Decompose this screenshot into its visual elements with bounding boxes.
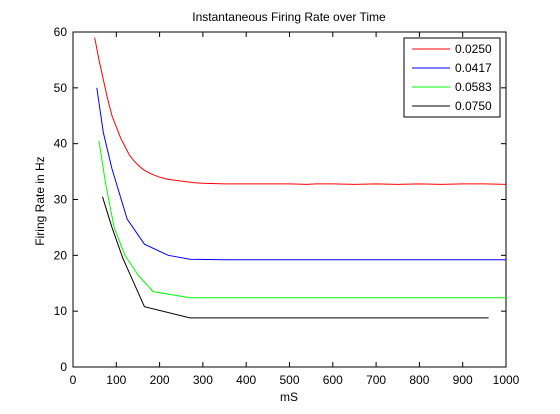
legend-label: 0.0583 — [455, 80, 492, 94]
y-tick-label: 60 — [54, 25, 68, 39]
x-tick-label: 0 — [70, 373, 77, 387]
y-tick-label: 20 — [54, 248, 68, 262]
y-axis-label: Firing Rate in Hz — [33, 156, 47, 245]
series-lines — [94, 37, 507, 319]
legend-label: 0.0417 — [455, 61, 492, 75]
y-tick-label: 40 — [54, 137, 68, 151]
chart-title: Instantaneous Firing Rate over Time — [192, 10, 386, 24]
x-axis-ticks: 0 100 200 300 400 500 600 700 800 900 1000 — [70, 32, 520, 387]
legend-box — [403, 37, 501, 118]
x-tick-label: 200 — [150, 373, 170, 387]
y-tick-label: 0 — [60, 360, 67, 374]
legend-label: 0.0250 — [455, 42, 492, 56]
series-line-0.0750 — [101, 196, 489, 319]
x-tick-label: 600 — [323, 373, 343, 387]
legend: 0.0250 0.0417 0.0583 0.0750 — [403, 37, 501, 118]
x-tick-label: 500 — [279, 373, 299, 387]
legend-label: 0.0750 — [455, 99, 492, 113]
x-axis-label: mS — [280, 390, 298, 404]
series-line-0.0417 — [96, 87, 506, 261]
series-line-0.0250 — [94, 37, 507, 185]
x-tick-label: 400 — [236, 373, 256, 387]
y-tick-label: 30 — [54, 193, 68, 207]
x-tick-label: 800 — [409, 373, 429, 387]
x-tick-label: 1000 — [493, 373, 520, 387]
y-axis-ticks: 0 10 20 30 40 50 60 — [54, 25, 506, 374]
x-tick-label: 100 — [106, 373, 126, 387]
y-tick-label: 10 — [54, 304, 68, 318]
legend-items: 0.0250 0.0417 0.0583 0.0750 — [412, 42, 492, 113]
series-line-0.0583 — [98, 140, 506, 299]
x-tick-label: 300 — [193, 373, 213, 387]
x-tick-label: 900 — [453, 373, 473, 387]
y-tick-label: 50 — [54, 81, 68, 95]
x-tick-label: 700 — [366, 373, 386, 387]
